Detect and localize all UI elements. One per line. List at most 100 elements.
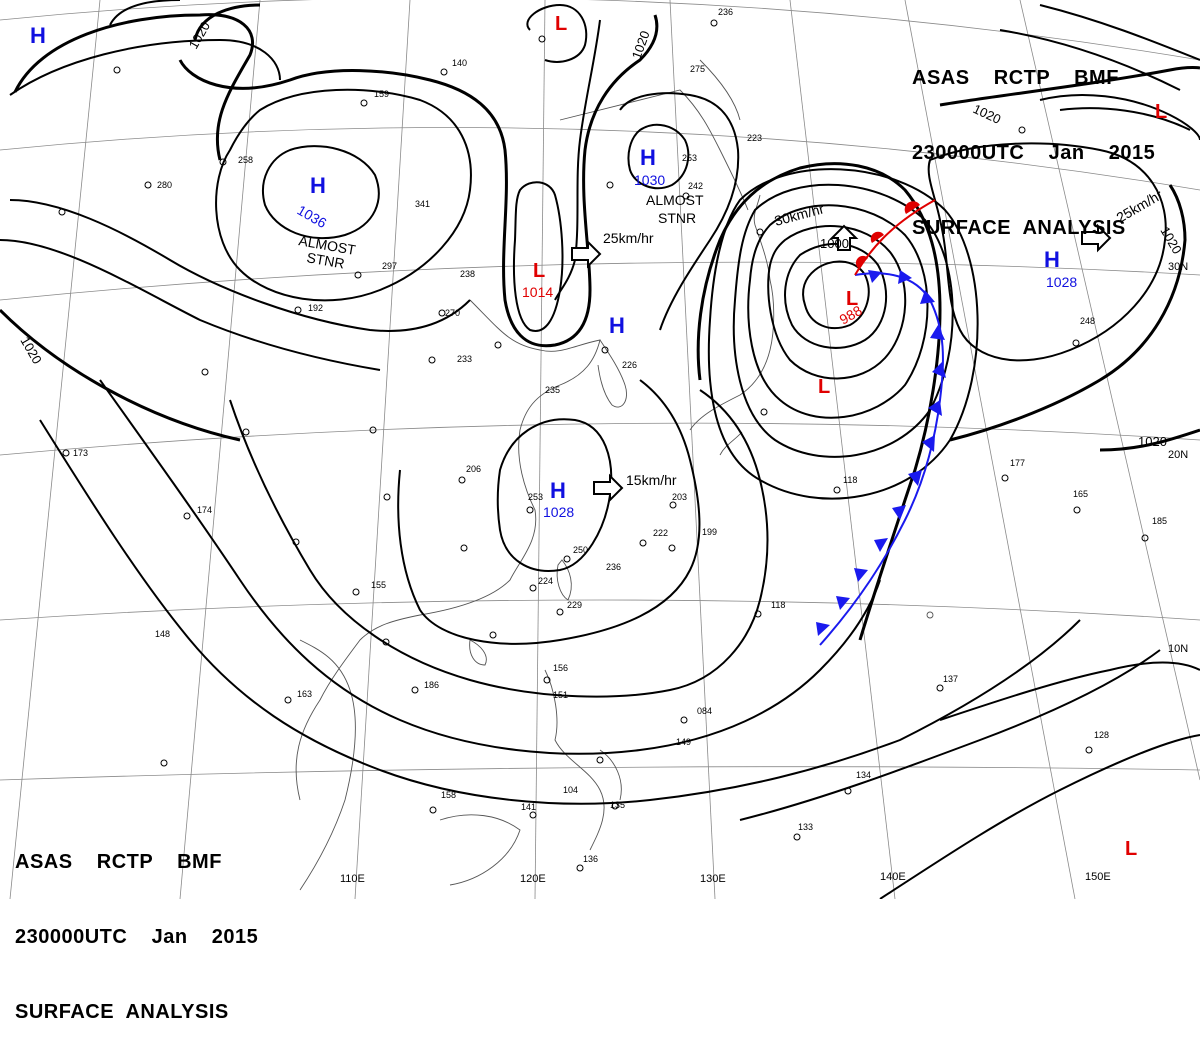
lat-label: 30N: [1168, 261, 1188, 273]
lon-line: [1019, 0, 1200, 781]
station-value: 224: [538, 576, 553, 586]
station-value: 128: [1094, 730, 1109, 740]
station-marks: [58, 19, 1149, 872]
coastline-taiwan: [556, 559, 572, 601]
movement-arrows: [571, 223, 1112, 503]
station-value: 151: [553, 690, 568, 700]
high-center-letter: H: [609, 313, 625, 338]
lat-line: [0, 127, 1200, 191]
lon-line: [904, 0, 1076, 899]
header-title-line1: ASAS RCTP BMF: [912, 67, 1119, 89]
low-center-letter: L: [846, 288, 858, 310]
station-value: 140: [452, 58, 467, 68]
station-value: 136: [583, 854, 598, 864]
high-center-letter: H: [640, 145, 656, 170]
station-labels: 236 140 275 159 253 223 242 258 280 341 …: [73, 7, 1167, 864]
isobar-label: 1000: [820, 236, 849, 251]
isobar-1020-arc: [0, 3, 261, 442]
high-center-letter: H: [310, 173, 326, 198]
motion-label: 15km/hr: [626, 472, 677, 488]
almost-stnr-label: STNR: [658, 210, 696, 226]
almost-stnr-label: ALMOST: [646, 192, 704, 208]
station-value: 133: [798, 822, 813, 832]
high-center-letter: H: [30, 23, 46, 48]
station-value: 242: [688, 181, 703, 191]
warm-front-bumps: [855, 201, 920, 268]
station-value: 192: [308, 303, 323, 313]
station-value: 248: [1080, 316, 1095, 326]
motion-label: 25km/hr: [603, 230, 654, 246]
station-value: 137: [943, 674, 958, 684]
station-value: 222: [653, 528, 668, 538]
station-value: 223: [747, 133, 762, 143]
station-value: 297: [382, 261, 397, 271]
station-value: 199: [702, 527, 717, 537]
station-value: 203: [672, 492, 687, 502]
station-value: 104: [563, 785, 578, 795]
isobars: [0, 0, 1200, 899]
arrow-icon: [571, 239, 602, 269]
isobar-1020-south: [1099, 428, 1200, 452]
station-value: 118: [771, 600, 785, 610]
station-value: 084: [697, 706, 712, 716]
coastline-china: [295, 299, 601, 801]
coastline-indochina: [299, 639, 487, 891]
warm-front-line: [854, 199, 936, 276]
station-value: 159: [374, 89, 389, 99]
isobar-1020-north: [13, 13, 254, 161]
lon-label: 110E: [340, 873, 365, 885]
lat-label: 20N: [1168, 449, 1188, 461]
warm-front: [854, 199, 936, 276]
coastlines: [295, 59, 934, 891]
station-value: 341: [415, 199, 430, 209]
lat-line: [0, 261, 1200, 301]
lon-line: [179, 0, 261, 899]
coastline-japan: [689, 194, 775, 456]
lat-line: [0, 766, 1200, 781]
station-value: 275: [690, 64, 705, 74]
station-value: 165: [1073, 489, 1088, 499]
high-center-letter: H: [1044, 247, 1060, 272]
low-center-letter: L: [1155, 101, 1167, 123]
station-value: 186: [424, 680, 439, 690]
station-value: 173: [73, 448, 88, 458]
cold-front-triangles: [816, 270, 946, 636]
footer-title-line2: 230000UTC Jan 2015: [15, 926, 259, 948]
footer-title-line1: ASAS RCTP BMF: [15, 851, 222, 873]
lon-line: [669, 0, 716, 899]
station-value: 149: [676, 737, 691, 747]
coastline-russia: [559, 59, 749, 211]
coastline-korea: [597, 339, 627, 408]
station-value: 134: [856, 770, 871, 780]
lon-label: 120E: [520, 873, 546, 885]
lon-line: [534, 0, 546, 899]
lon-label: 140E: [880, 871, 906, 883]
header-title: ASAS RCTP BMF 230000UTC Jan 2015 SURFACE…: [912, 16, 1155, 266]
low-center-letter: L: [818, 376, 830, 398]
station-value: 226: [622, 360, 637, 370]
almost-stnr-label: STNR: [305, 249, 345, 271]
low-center-letter: L: [1125, 838, 1137, 860]
station-value: 270: [445, 308, 460, 318]
station-value: 236: [718, 7, 733, 17]
lon-label: 130E: [700, 873, 726, 885]
lat-label: 10N: [1168, 643, 1188, 655]
isobar-1020-siberia: [178, 14, 659, 348]
station-value: 158: [441, 790, 456, 800]
low-center-value: 1014: [522, 284, 553, 300]
station-value: 155: [371, 580, 386, 590]
pressure-centers: H H 1036 H 1030 H H 1028 H 1028 L L 1014…: [30, 13, 1167, 860]
graticule: [0, 0, 1200, 899]
station-value: 250: [573, 545, 588, 555]
isobar-label: 1020: [1138, 434, 1167, 449]
low-center-letter: L: [555, 13, 567, 35]
high-center-value: 1028: [543, 504, 574, 520]
coastline-borneo: [439, 814, 521, 886]
high-center-value: 1030: [634, 172, 665, 188]
station-value: 235: [545, 385, 560, 395]
lat-line: [0, 422, 1200, 456]
station-value: 148: [155, 629, 170, 639]
station-value: 174: [197, 505, 212, 515]
station-value: 229: [567, 600, 582, 610]
weather-map: 236 140 275 159 253 223 242 258 280 341 …: [0, 0, 1200, 899]
